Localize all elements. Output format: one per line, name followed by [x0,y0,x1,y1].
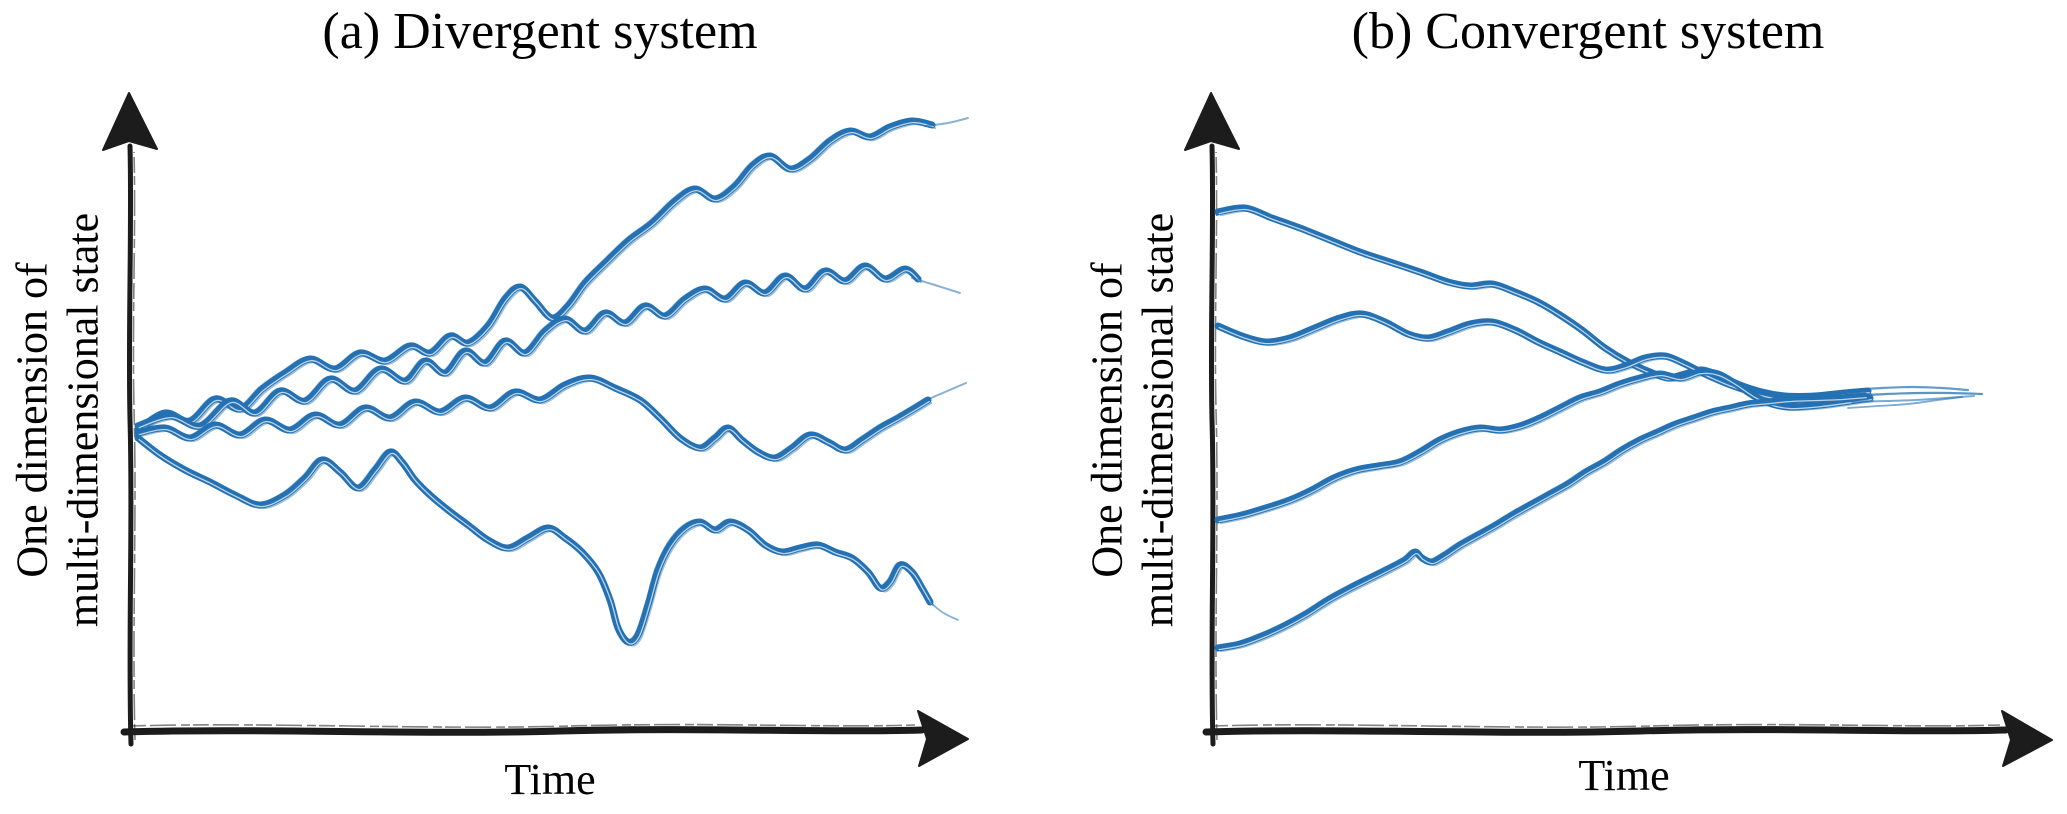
trajectory-path [134,262,922,430]
trajectory-path [1218,396,1867,651]
panel-a-x-axis-line [120,726,926,736]
panel-b-y-axis-rough-stroke [1214,151,1218,741]
panel-a-y-axis-label: One dimension of multi-dimensional state [7,213,108,627]
trajectory-path [1850,385,1970,392]
panel-a-y-axis-rough-stroke [132,151,136,741]
trajectory-path [134,117,936,434]
panel-a-title: (a) Divergent system [322,3,758,60]
panel-b-x-axis-arrow-icon [2001,710,2053,767]
panel-b-x-axis-line [1202,726,2010,736]
panel-a-y-axis-label-line1: One dimension of [7,262,57,578]
panel-b-x-axis-rough-stroke [1211,723,2001,728]
trajectory-path [138,378,930,461]
trajectory-path [1214,368,1869,519]
trajectory-path [139,267,923,431]
trajectory-path [1218,372,1872,523]
panel-a-x-axis-arrow-icon [917,710,969,767]
panel-a-x-axis-rough-stroke [129,723,916,728]
trajectory-path [134,434,929,641]
panel-a-trajectories [134,117,969,647]
trajectory-path [138,266,920,429]
panel-a-y-axis-arrow-icon [102,92,158,151]
trajectory-path [924,117,969,127]
panel-a-axes [102,92,969,767]
panel-b-y-axis-line [1208,143,1216,747]
trajectory-path [138,438,932,645]
trajectory-path [134,374,927,457]
panel-a-x-axis-label: Time [504,755,596,804]
trajectory-path [1214,392,1869,652]
panel-b-y-axis-arrow-icon [1184,92,1240,151]
trajectory-path [1214,204,1867,396]
panel-a-y-axis-label-line2: multi-dimensional state [58,212,107,628]
trajectory-path [1214,392,1864,647]
trajectory-path [134,374,932,462]
trajectory-path [138,121,934,433]
panel-b-title: (b) Convergent system [1351,3,1825,60]
panel-b-x-axis-label: Time [1578,751,1670,800]
trajectory-path [1850,391,1984,398]
trajectory-path [1214,310,1861,401]
trajectory-path [134,262,917,425]
trajectory-path [134,117,931,429]
panel-b-trajectories [1214,204,1984,653]
panel-a-y-axis-line [126,143,134,747]
panel-b-y-axis-label-line2: multi-dimensional state [1133,212,1182,628]
trajectory-path [1219,397,1870,653]
trajectory-path [1214,368,1874,524]
panel-b-y-axis-label: One dimension of multi-dimensional state [1082,213,1183,627]
trajectory-path [911,277,961,294]
panel-b-axes [1184,92,2053,767]
trajectory-path [924,597,959,621]
trajectory-path [1847,396,1963,409]
trajectory-path [921,382,967,403]
trajectory-path [1214,310,1866,406]
panel-b-y-axis-label-line1: One dimension of [1082,262,1132,578]
